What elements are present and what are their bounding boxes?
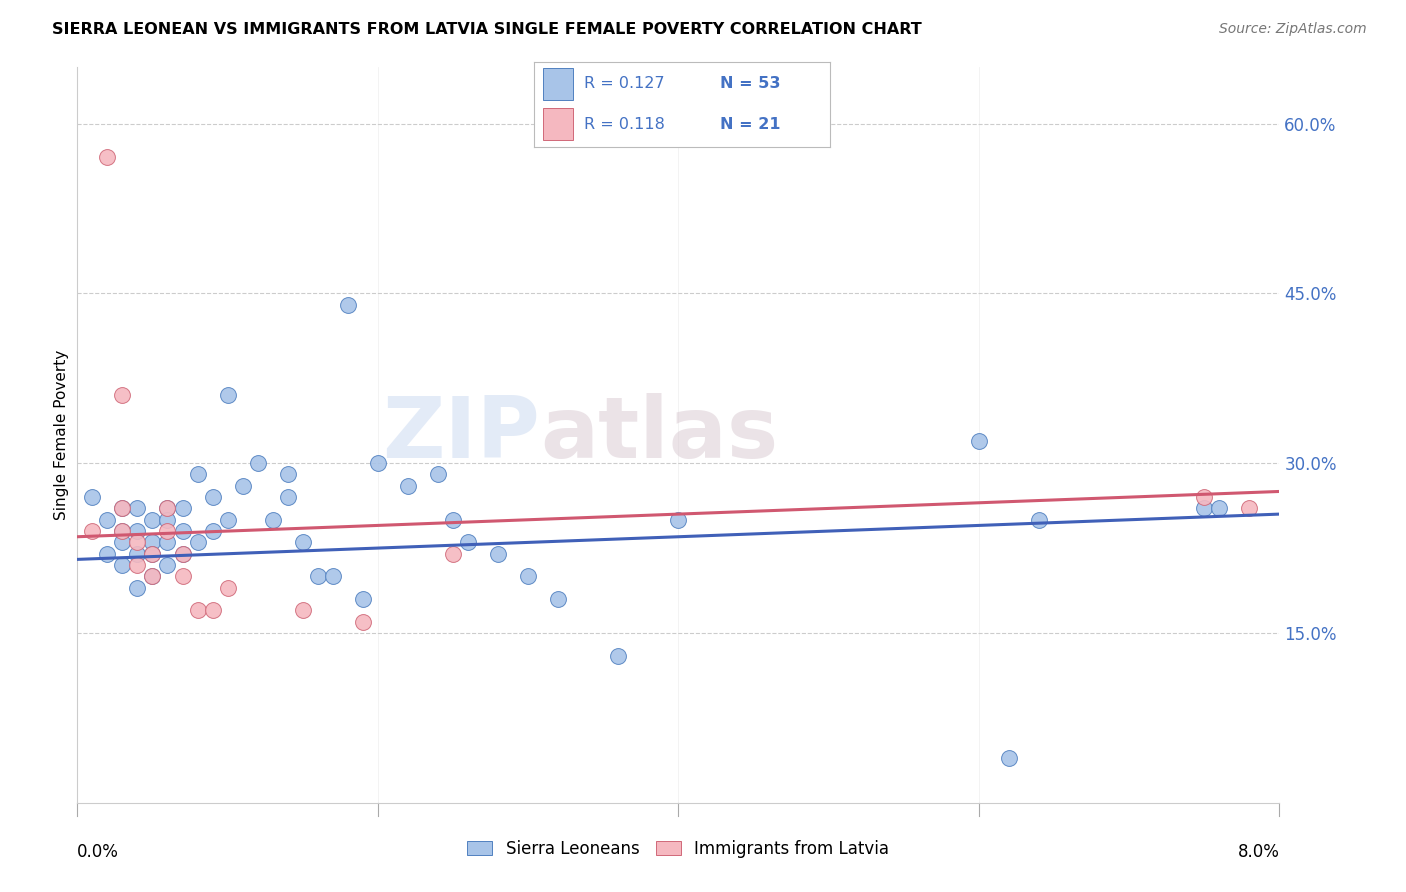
- Point: [111, 535, 134, 549]
- Point: [1239, 501, 1261, 516]
- Point: [141, 547, 163, 561]
- Text: R = 0.127: R = 0.127: [585, 76, 665, 91]
- Point: [141, 513, 163, 527]
- Point: [156, 501, 179, 516]
- Point: [141, 569, 163, 583]
- Point: [1028, 513, 1050, 527]
- Point: [322, 569, 344, 583]
- Point: [172, 501, 194, 516]
- Text: R = 0.118: R = 0.118: [585, 117, 665, 132]
- Point: [517, 569, 540, 583]
- Point: [967, 434, 990, 448]
- Text: SIERRA LEONEAN VS IMMIGRANTS FROM LATVIA SINGLE FEMALE POVERTY CORRELATION CHART: SIERRA LEONEAN VS IMMIGRANTS FROM LATVIA…: [52, 22, 922, 37]
- Point: [352, 615, 374, 629]
- Point: [127, 558, 149, 572]
- Point: [217, 513, 239, 527]
- Text: atlas: atlas: [540, 393, 779, 476]
- Point: [547, 592, 569, 607]
- Point: [396, 479, 419, 493]
- Point: [457, 535, 479, 549]
- Point: [277, 467, 299, 482]
- Point: [187, 603, 209, 617]
- Point: [111, 388, 134, 402]
- Point: [1208, 501, 1230, 516]
- Legend: Sierra Leoneans, Immigrants from Latvia: Sierra Leoneans, Immigrants from Latvia: [461, 833, 896, 864]
- Text: Source: ZipAtlas.com: Source: ZipAtlas.com: [1219, 22, 1367, 37]
- Text: N = 21: N = 21: [720, 117, 780, 132]
- Point: [232, 479, 254, 493]
- Point: [172, 547, 194, 561]
- Point: [201, 603, 224, 617]
- Point: [156, 513, 179, 527]
- Point: [217, 388, 239, 402]
- Point: [441, 547, 464, 561]
- Point: [141, 535, 163, 549]
- Point: [156, 501, 179, 516]
- Point: [127, 547, 149, 561]
- Point: [352, 592, 374, 607]
- Text: N = 53: N = 53: [720, 76, 780, 91]
- Point: [156, 535, 179, 549]
- Y-axis label: Single Female Poverty: Single Female Poverty: [53, 350, 69, 520]
- Text: 0.0%: 0.0%: [77, 843, 120, 862]
- Point: [156, 558, 179, 572]
- Point: [187, 467, 209, 482]
- Point: [111, 524, 134, 538]
- Point: [998, 750, 1021, 764]
- Point: [111, 558, 134, 572]
- Text: 8.0%: 8.0%: [1237, 843, 1279, 862]
- Point: [307, 569, 329, 583]
- Point: [156, 524, 179, 538]
- Point: [111, 501, 134, 516]
- Point: [441, 513, 464, 527]
- Point: [172, 524, 194, 538]
- Point: [367, 456, 389, 470]
- Point: [111, 501, 134, 516]
- Point: [336, 298, 359, 312]
- Point: [127, 535, 149, 549]
- Point: [187, 535, 209, 549]
- Point: [427, 467, 450, 482]
- Point: [127, 501, 149, 516]
- Bar: [543, 68, 572, 100]
- Point: [217, 581, 239, 595]
- Point: [607, 648, 630, 663]
- Point: [82, 524, 104, 538]
- Point: [96, 151, 118, 165]
- Point: [668, 513, 690, 527]
- Point: [291, 535, 314, 549]
- Point: [1194, 490, 1216, 504]
- Point: [201, 490, 224, 504]
- Point: [486, 547, 509, 561]
- Point: [277, 490, 299, 504]
- Point: [172, 569, 194, 583]
- Point: [127, 581, 149, 595]
- Point: [127, 524, 149, 538]
- Text: ZIP: ZIP: [382, 393, 540, 476]
- Point: [141, 569, 163, 583]
- Point: [291, 603, 314, 617]
- Point: [262, 513, 284, 527]
- Point: [246, 456, 269, 470]
- Point: [1194, 501, 1216, 516]
- Point: [111, 524, 134, 538]
- Point: [141, 547, 163, 561]
- Point: [96, 547, 118, 561]
- Point: [172, 547, 194, 561]
- Point: [96, 513, 118, 527]
- Bar: [543, 108, 572, 140]
- Point: [82, 490, 104, 504]
- Point: [201, 524, 224, 538]
